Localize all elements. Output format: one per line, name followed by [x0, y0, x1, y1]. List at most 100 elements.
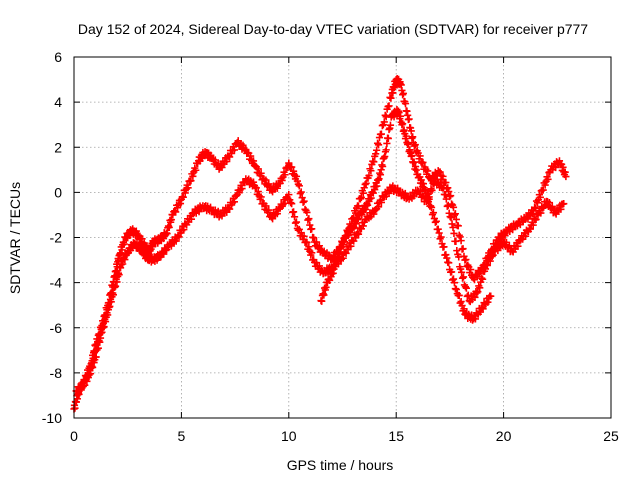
- y-tick-label: -10: [42, 410, 62, 426]
- data-point-s2-159: [432, 217, 440, 225]
- data-point-s0-425: [411, 141, 419, 149]
- data-point-s1-231: [265, 206, 273, 214]
- data-point-s1-460: [483, 261, 491, 270]
- data-point-s0-372: [373, 139, 382, 147]
- y-tick-label: 4: [54, 94, 62, 110]
- data-point-s2-91: [382, 146, 390, 154]
- data-point-s0-376: [377, 130, 385, 138]
- data-point-s0-298: [303, 208, 311, 217]
- data-point-s1-23: [89, 363, 97, 372]
- data-point-s1-312: [342, 249, 350, 257]
- data-point-s0-380: [381, 111, 389, 119]
- data-point-s2-94: [384, 134, 392, 142]
- data-point-s0-438: [424, 167, 432, 175]
- data-point-s1-218: [252, 184, 260, 192]
- data-point-s2-49: [352, 220, 360, 228]
- data-point-s0-287: [292, 172, 301, 180]
- data-point-s1-121: [160, 250, 168, 258]
- data-point-s0-468: [452, 215, 460, 224]
- data-point-s1-330: [359, 222, 367, 230]
- x-tick-label: 20: [496, 428, 512, 444]
- data-point-s2-169: [442, 251, 450, 259]
- data-point-s0-365: [367, 167, 375, 175]
- data-point-s0-255: [262, 176, 270, 184]
- data-point-s1-284: [315, 262, 323, 270]
- data-point-s2-86: [379, 162, 387, 171]
- data-point-s2-188: [460, 305, 468, 313]
- data-point-s1-500: [521, 232, 530, 240]
- data-point-s0-483: [467, 266, 475, 274]
- data-point-s1-463: [486, 257, 494, 265]
- data-point-s2-57: [358, 210, 366, 218]
- data-point-s0-305: [310, 234, 318, 242]
- data-point-s0-377: [378, 122, 386, 130]
- data-point-s2-73: [369, 189, 377, 197]
- data-point-s1-39: [100, 323, 108, 331]
- data-point-s0-551: [531, 204, 540, 212]
- data-point-s0-2: [71, 404, 79, 412]
- data-point-s1-425: [450, 229, 458, 238]
- data-point-s2-158: [431, 218, 439, 226]
- data-point-s2-114: [399, 120, 407, 128]
- data-point-s0-352: [354, 202, 363, 210]
- data-point-s1-438: [462, 284, 470, 292]
- data-point-s0-295: [300, 197, 308, 205]
- data-point-s2-156: [429, 209, 438, 217]
- data-point-s1-276: [308, 249, 316, 257]
- y-tick-label: 6: [54, 49, 62, 65]
- data-point-s1-255: [288, 200, 296, 208]
- data-point-s0-357: [359, 189, 367, 197]
- x-tick-label: 25: [603, 428, 619, 444]
- data-point-s1-28: [92, 353, 100, 361]
- data-point-s1-273: [305, 243, 313, 251]
- data-point-s0-359: [361, 180, 369, 189]
- data-point-s2-208: [479, 305, 487, 313]
- data-point-s2-109: [395, 108, 403, 117]
- data-point-s1-508: [529, 221, 537, 229]
- data-point-s1-254: [287, 199, 295, 207]
- data-point-s1-15: [83, 377, 91, 385]
- axis-ticks: 0 5 10 15 20 25 -10 -8 -6 -4 -2 0 2 4 6: [42, 49, 619, 444]
- data-point-s1-150: [187, 215, 196, 223]
- data-point-s1-540: [560, 200, 568, 208]
- data-point-s0-556: [536, 193, 544, 201]
- data-point-s0-370: [372, 150, 380, 158]
- y-tick-label: 0: [54, 184, 62, 200]
- data-point-s1-268: [300, 232, 308, 240]
- data-point-s2-20: [331, 262, 339, 270]
- x-tick-label: 10: [281, 428, 297, 444]
- data-point-s0-282: [288, 163, 296, 171]
- data-point-s0-303: [308, 225, 316, 233]
- data-point-s0-299: [304, 216, 312, 224]
- data-point-s1-416: [441, 191, 449, 199]
- data-point-s0-368: [370, 158, 378, 166]
- data-point-s0-470: [454, 222, 462, 230]
- data-point-s1-322: [352, 234, 360, 242]
- data-point-s1-505: [526, 225, 534, 233]
- data-point-s0-161: [176, 199, 185, 208]
- data-point-s1-349: [377, 198, 385, 207]
- data-point-s1-265: [297, 229, 305, 237]
- data-point-s2-12: [326, 276, 334, 284]
- data-point-s1-390: [416, 187, 425, 195]
- data-point-s2-162: [435, 229, 443, 237]
- data-point-s1-516: [537, 209, 545, 217]
- data-point-s1-60: [115, 271, 123, 279]
- data-point-s1-324: [353, 229, 362, 237]
- data-point-s1-252: [285, 191, 293, 199]
- data-point-s2-130: [410, 158, 418, 166]
- data-point-s0-564: [544, 175, 552, 183]
- data-point-s0-172: [187, 177, 195, 185]
- data-point-s1-195: [230, 198, 238, 206]
- data-point-s1-203: [238, 184, 246, 193]
- data-point-s1-452: [476, 284, 484, 292]
- data-point-s2-151: [425, 195, 433, 203]
- data-point-s2-167: [440, 243, 448, 251]
- data-point-s2-33: [341, 238, 349, 246]
- data-point-s1-450: [474, 288, 482, 296]
- data-point-s1-435: [459, 273, 468, 281]
- data-point-s1-430: [455, 253, 463, 261]
- data-points: [70, 75, 570, 413]
- data-point-s2-97: [386, 121, 395, 129]
- data-point-s2-146: [421, 186, 430, 194]
